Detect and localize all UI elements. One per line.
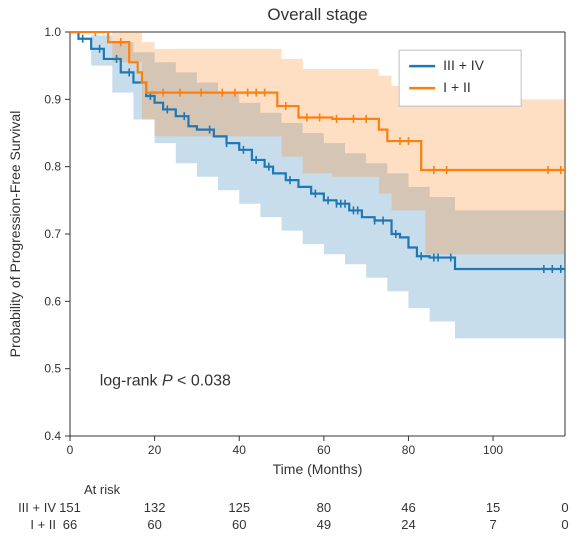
atrisk-cell: 7	[489, 517, 496, 532]
legend-label: III + IV	[443, 57, 485, 73]
annotation: log-rank P < 0.038	[100, 373, 231, 390]
chart-title: Overall stage	[267, 5, 367, 24]
atrisk-cell: 132	[144, 500, 166, 515]
atrisk-cell: 46	[401, 500, 415, 515]
atrisk-cell: 66	[63, 517, 77, 532]
atrisk-row-label: I + II	[30, 517, 56, 532]
y-tick-label: 0.6	[44, 294, 61, 308]
x-tick-label: 40	[233, 443, 247, 457]
x-tick-label: 80	[402, 443, 416, 457]
x-tick-label: 60	[317, 443, 331, 457]
y-tick-label: 0.4	[44, 429, 61, 443]
y-tick-label: 0.7	[44, 227, 61, 241]
atrisk-cell: 80	[317, 500, 331, 515]
y-tick-label: 0.9	[44, 92, 61, 106]
atrisk-row-label: III + IV	[18, 500, 56, 515]
atrisk-title: At risk	[84, 482, 121, 497]
atrisk-cell: 0	[561, 500, 568, 515]
y-tick-label: 1.0	[44, 25, 61, 39]
atrisk-cell: 151	[59, 500, 81, 515]
x-tick-label: 100	[483, 443, 503, 457]
atrisk-cell: 15	[486, 500, 500, 515]
atrisk-cell: 60	[232, 517, 246, 532]
x-tick-label: 20	[148, 443, 162, 457]
atrisk-cell: 49	[317, 517, 331, 532]
y-tick-label: 0.8	[44, 160, 61, 174]
atrisk-cell: 24	[401, 517, 415, 532]
x-tick-label: 0	[67, 443, 74, 457]
y-tick-label: 0.5	[44, 362, 61, 376]
legend-label: I + II	[443, 79, 471, 95]
y-axis-label: Probability of Progression-Free Survival	[7, 111, 23, 358]
x-axis-label: Time (Months)	[273, 461, 363, 477]
atrisk-cell: 0	[561, 517, 568, 532]
atrisk-cell: 125	[228, 500, 250, 515]
atrisk-cell: 60	[147, 517, 161, 532]
